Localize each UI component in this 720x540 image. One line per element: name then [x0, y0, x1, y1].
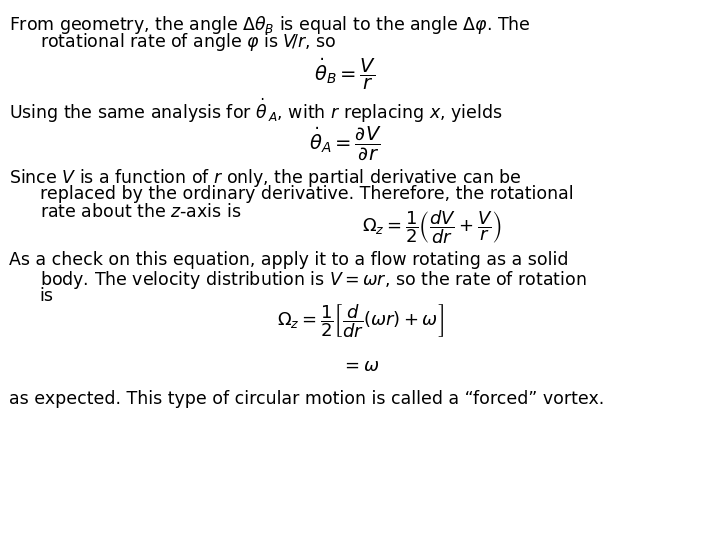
Text: From geometry, the angle $\Delta\theta_B$ is equal to the angle $\Delta\varphi$.: From geometry, the angle $\Delta\theta_B… — [9, 14, 531, 36]
Text: $\Omega_z = \dfrac{1}{2}\left[\dfrac{d}{dr}(\omega r) + \omega\right]$: $\Omega_z = \dfrac{1}{2}\left[\dfrac{d}{… — [276, 302, 444, 340]
Text: is: is — [40, 287, 53, 305]
Text: body. The velocity distribution is $V = \omega r$, so the rate of rotation: body. The velocity distribution is $V = … — [40, 269, 586, 291]
Text: rotational rate of angle $\varphi$ is $V\!/r$, so: rotational rate of angle $\varphi$ is $V… — [40, 31, 336, 53]
Text: $\dot{\theta}_B = \dfrac{V}{r}$: $\dot{\theta}_B = \dfrac{V}{r}$ — [315, 57, 377, 92]
Text: replaced by the ordinary derivative. Therefore, the rotational: replaced by the ordinary derivative. The… — [40, 185, 573, 203]
Text: Using the same analysis for $\dot{\theta}_{\,A}$, with $r$ replacing $x$, yields: Using the same analysis for $\dot{\theta… — [9, 97, 502, 125]
Text: As a check on this equation, apply it to a flow rotating as a solid: As a check on this equation, apply it to… — [9, 251, 568, 269]
Text: $\dot{\theta}_A = \dfrac{\partial V}{\partial r}$: $\dot{\theta}_A = \dfrac{\partial V}{\pa… — [310, 124, 382, 161]
Text: as expected. This type of circular motion is called a “forced” vortex.: as expected. This type of circular motio… — [9, 390, 604, 408]
Text: $\Omega_z = \dfrac{1}{2}\left(\dfrac{dV}{dr} + \dfrac{V}{r}\right)$: $\Omega_z = \dfrac{1}{2}\left(\dfrac{dV}… — [362, 208, 502, 246]
Text: rate about the $z$-axis is: rate about the $z$-axis is — [40, 203, 241, 221]
Text: Since $V$ is a function of $r$ only, the partial derivative can be: Since $V$ is a function of $r$ only, the… — [9, 167, 521, 190]
Text: $= \omega$: $= \omega$ — [341, 357, 379, 375]
